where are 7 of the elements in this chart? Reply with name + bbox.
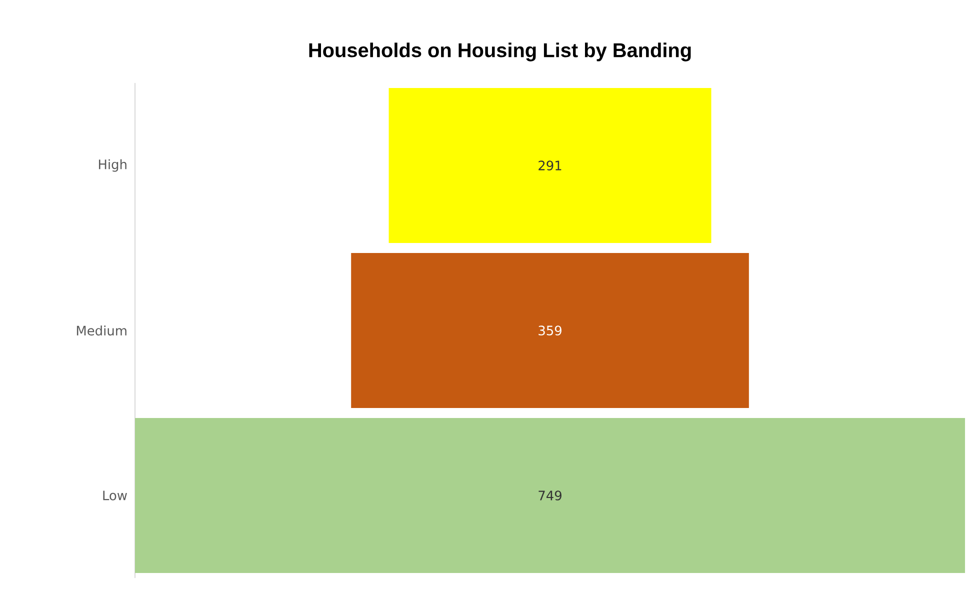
data-label: 749 bbox=[538, 490, 562, 500]
category-label: Low bbox=[103, 490, 127, 500]
category-label: High bbox=[98, 159, 126, 172]
text: Households on Housing List by Banding bbox=[309, 42, 691, 62]
category-label: Medium bbox=[76, 325, 126, 336]
data-label: 291 bbox=[538, 160, 562, 170]
data-label: 359 bbox=[538, 326, 562, 336]
